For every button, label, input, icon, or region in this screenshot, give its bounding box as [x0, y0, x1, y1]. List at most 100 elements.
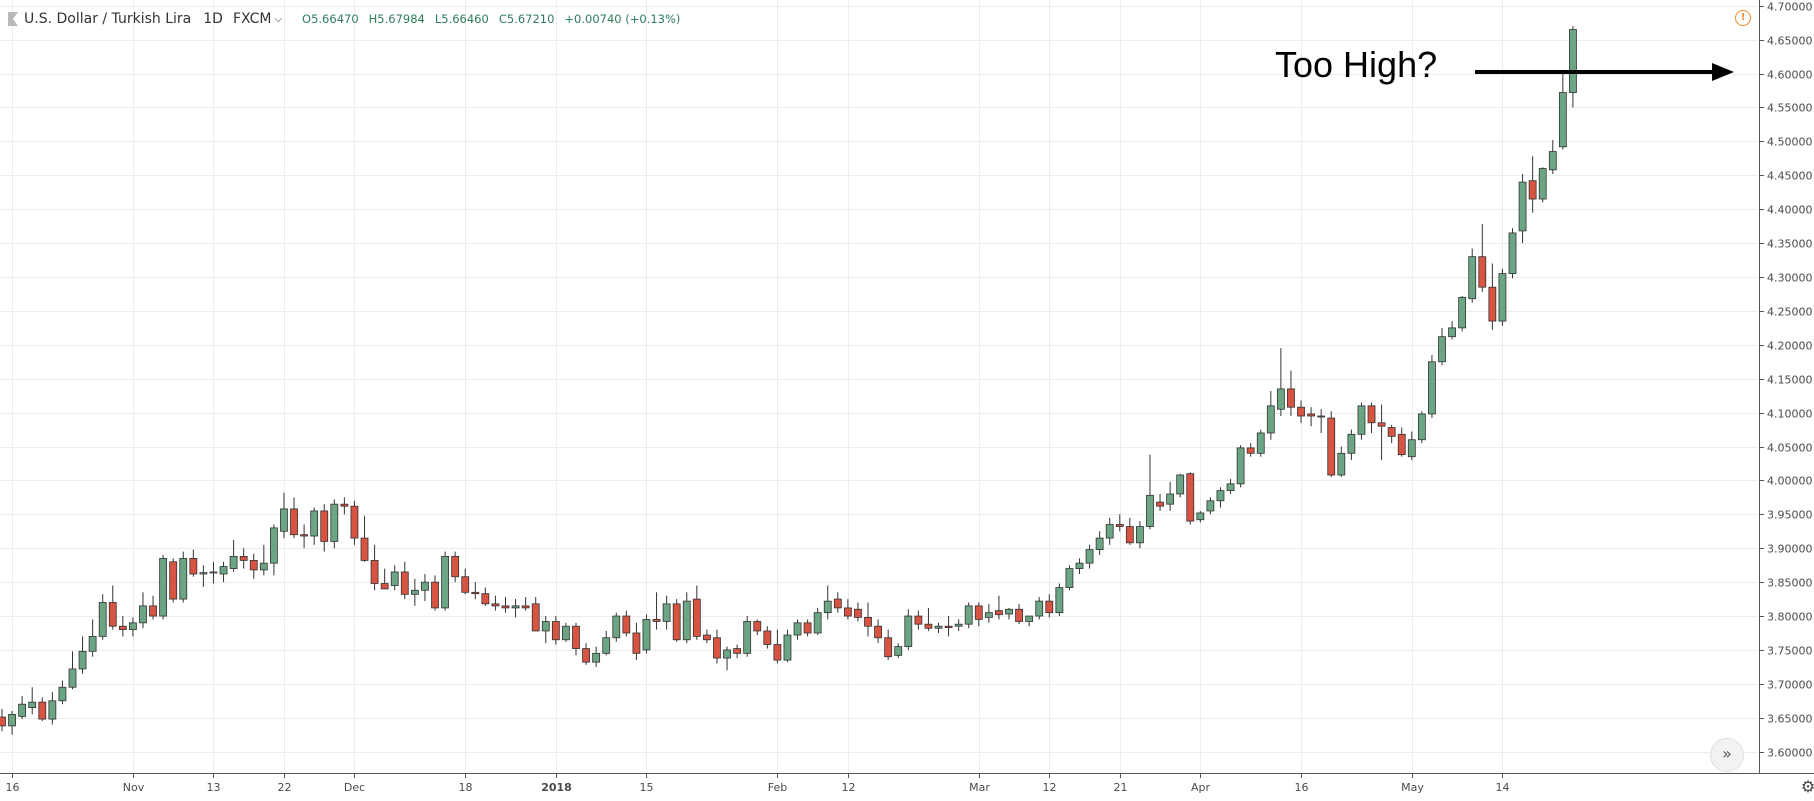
candle	[622, 610, 631, 637]
candle-body	[209, 571, 218, 574]
candle-body	[199, 572, 208, 575]
candle-body	[310, 510, 319, 537]
price-tick-label: 4.55000	[1767, 102, 1813, 115]
time-tick-label: 16	[6, 781, 20, 794]
chevron-down-icon[interactable]: ⌵	[274, 13, 283, 25]
candle-body	[1377, 422, 1386, 427]
candle	[421, 574, 429, 602]
candle	[179, 551, 188, 603]
candle-body	[8, 713, 16, 727]
price-tick-label: 4.45000	[1767, 170, 1813, 183]
candle-body	[914, 615, 923, 625]
candle	[350, 500, 359, 545]
candle-body	[964, 605, 973, 625]
candle	[793, 619, 802, 640]
candle	[0, 708, 6, 732]
exchange-label[interactable]: FXCM	[232, 11, 272, 27]
candle	[491, 595, 500, 611]
candle	[1166, 481, 1175, 511]
candle	[118, 616, 127, 637]
candle	[894, 643, 903, 659]
candle	[1508, 228, 1517, 279]
candle	[803, 619, 812, 637]
candle-body	[1478, 256, 1487, 288]
candle	[823, 585, 832, 620]
candle-body	[1105, 524, 1114, 539]
candle-body	[1266, 405, 1275, 434]
time-tick-label: 21	[1114, 781, 1128, 794]
candle-body	[229, 555, 238, 569]
candle	[723, 646, 731, 671]
candle	[763, 626, 772, 649]
candle	[461, 568, 470, 595]
candle	[1287, 370, 1295, 417]
candle-body	[1176, 474, 1185, 495]
candle	[229, 540, 238, 572]
candle-body	[1488, 286, 1497, 322]
candle	[1136, 521, 1144, 549]
candle	[904, 609, 913, 650]
candle-body	[854, 608, 862, 618]
candle	[58, 680, 67, 705]
candle	[1105, 517, 1114, 545]
candle	[1065, 565, 1074, 591]
symbol-header[interactable]: U.S. Dollar / Turkish Lira 1D FXCM ⌵ O5.…	[8, 8, 690, 30]
candle-body	[1357, 405, 1366, 435]
candle-body	[582, 648, 590, 663]
candle-body	[1276, 388, 1285, 410]
candle-body	[149, 605, 157, 617]
candle	[874, 619, 882, 644]
time-tick-label: Dec	[344, 781, 365, 794]
candle-body	[1448, 327, 1456, 338]
candle-body	[1045, 600, 1054, 614]
candle-body	[350, 505, 359, 539]
candle-body	[783, 634, 792, 661]
warning-icon[interactable]: !	[1735, 10, 1751, 26]
candle-body	[592, 652, 601, 663]
price-tick-label: 4.65000	[1767, 35, 1813, 48]
candle-body	[1256, 432, 1265, 454]
price-tick-label: 4.30000	[1767, 272, 1813, 285]
candle	[1357, 402, 1366, 440]
candle-body	[1498, 273, 1507, 322]
scroll-to-realtime-button[interactable]: »	[1710, 738, 1744, 772]
candle	[1478, 224, 1487, 292]
candle-body	[300, 534, 309, 537]
symbol-title[interactable]: U.S. Dollar / Turkish Lira	[24, 11, 192, 27]
candle	[1317, 409, 1326, 433]
candle	[964, 602, 973, 629]
candle-body	[934, 625, 943, 629]
candle-body	[330, 503, 339, 542]
candle-body	[1387, 427, 1396, 437]
candle-body	[1407, 439, 1416, 458]
candle-body	[1367, 405, 1376, 424]
candle	[541, 616, 550, 644]
candle-body	[773, 644, 782, 661]
candle	[259, 544, 268, 576]
candle	[753, 619, 762, 636]
candle	[290, 497, 298, 539]
candle	[340, 497, 349, 515]
candle-body	[602, 637, 611, 654]
price-tick-label: 4.70000	[1767, 1, 1813, 14]
price-axis[interactable]: 3.60000 3.65000 3.70000 3.75000 3.80000 3.850…	[1759, 1, 1813, 760]
timeframe-label[interactable]: 1D	[203, 11, 223, 27]
candle	[441, 551, 449, 611]
candle-body	[1558, 92, 1567, 148]
time-axis[interactable]: 16 Nov 13 22 Dec 18 2018 15 Feb 12 Mar 12 21 Apr 16 May…	[6, 773, 1510, 794]
candle	[783, 629, 792, 663]
candle	[1035, 597, 1044, 620]
candle-body	[1347, 433, 1356, 454]
candle-body	[441, 555, 449, 609]
candle-body	[864, 617, 872, 627]
time-tick-label: 12	[1043, 781, 1057, 794]
candle	[380, 568, 389, 590]
candle-body	[239, 555, 248, 561]
candle	[944, 616, 953, 637]
candle-body	[1397, 433, 1406, 456]
time-tick-label: 12	[842, 781, 856, 794]
price-tick-label: 3.60000	[1767, 747, 1813, 760]
settings-gear-icon[interactable]: ⚙	[1800, 777, 1814, 796]
price-tick-label: 3.75000	[1767, 645, 1813, 658]
